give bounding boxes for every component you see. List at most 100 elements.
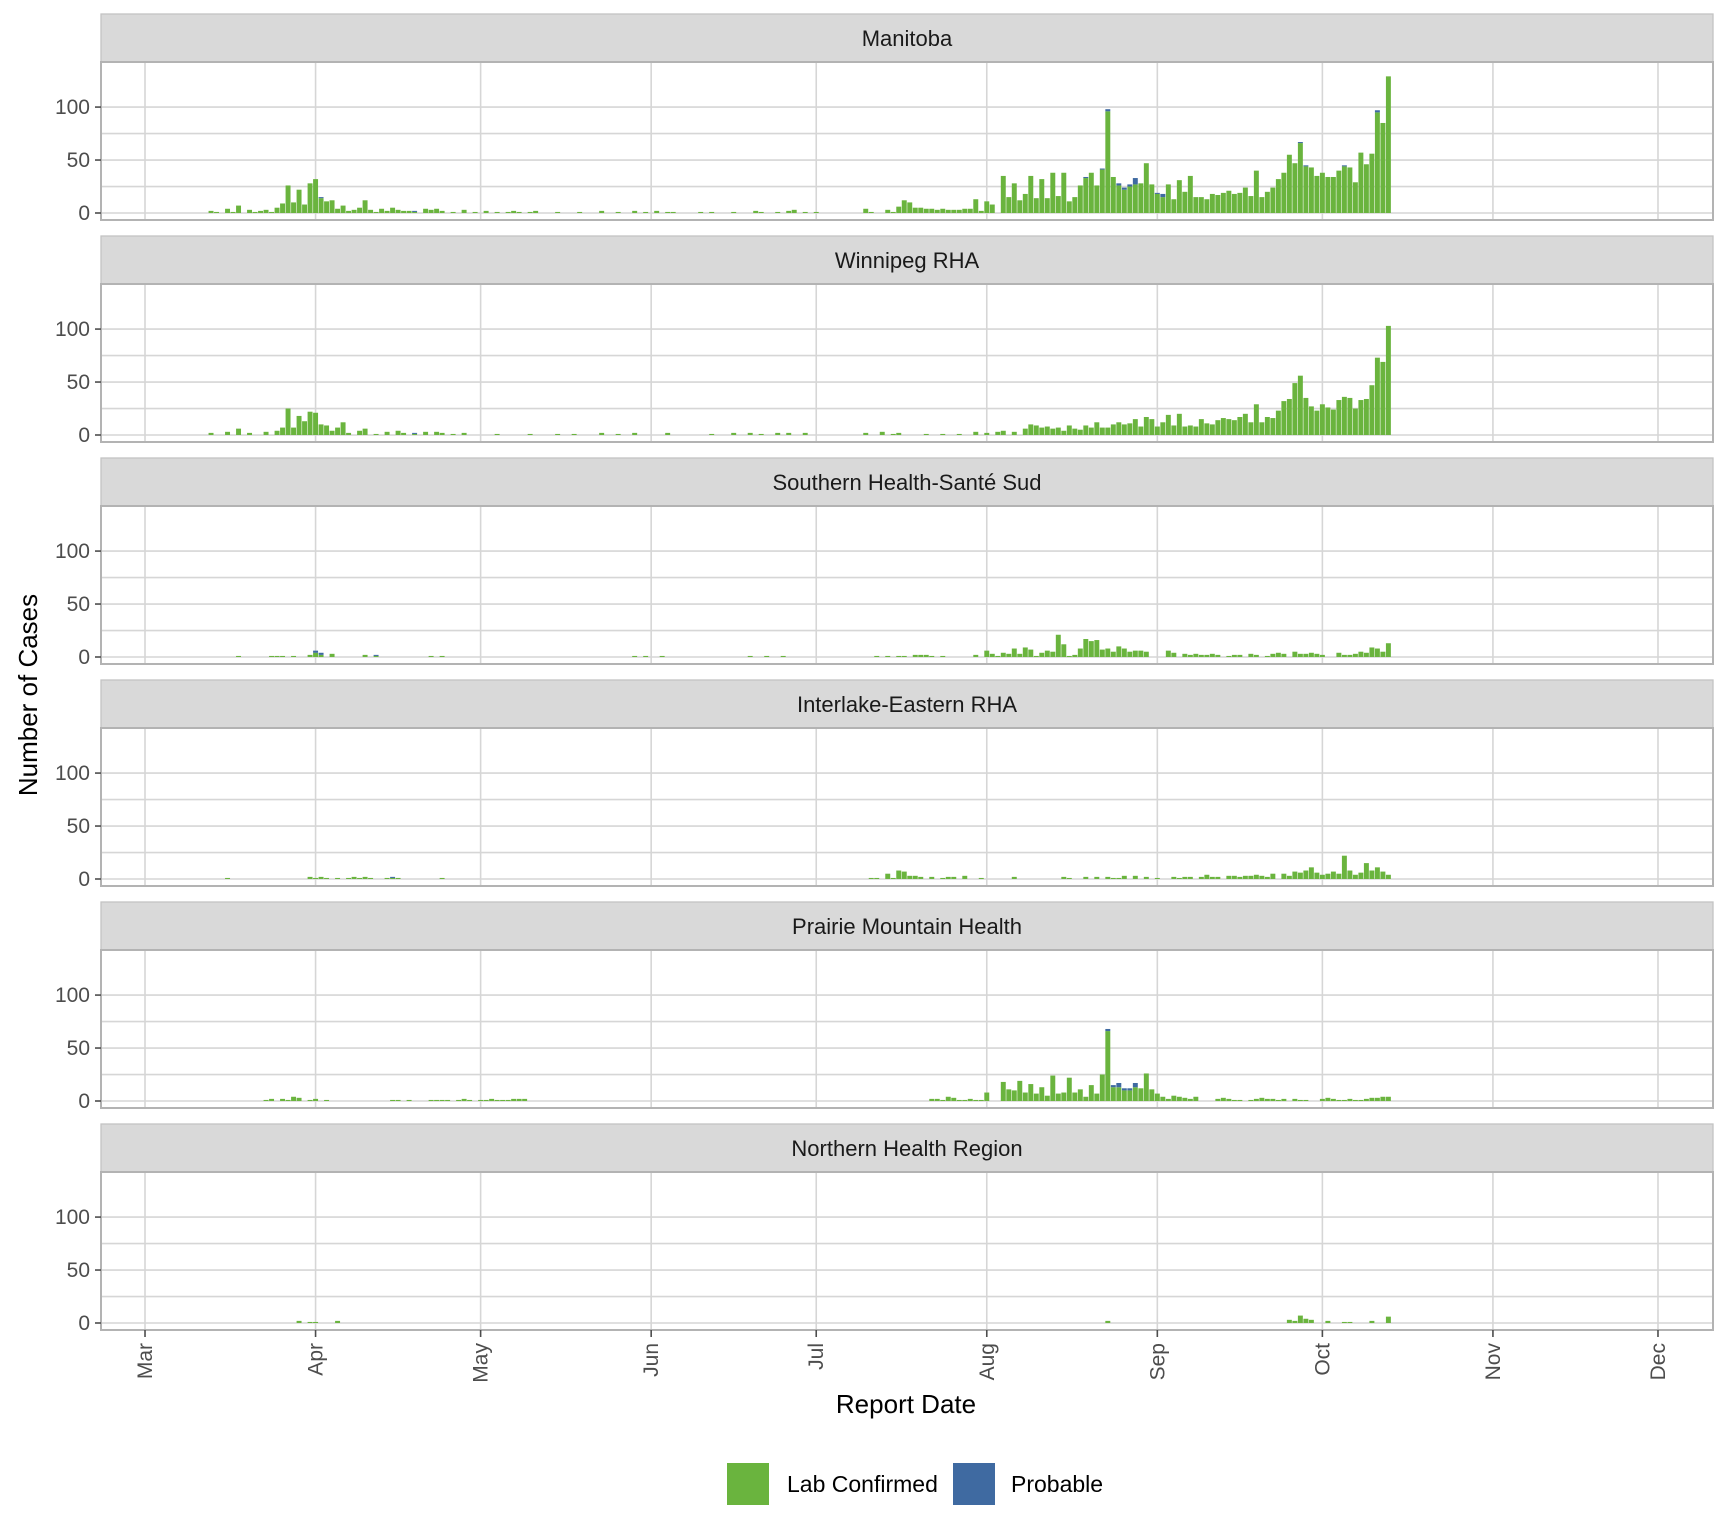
bar-lab-confirmed	[1083, 638, 1089, 657]
bar-lab-confirmed	[373, 211, 379, 213]
bar-lab-confirmed	[1000, 1081, 1006, 1101]
bar-lab-confirmed	[1292, 1098, 1298, 1101]
bar-lab-confirmed	[643, 211, 649, 213]
bar-lab-confirmed	[1198, 654, 1204, 657]
bar-lab-confirmed	[1165, 414, 1171, 435]
bar-lab-confirmed	[1143, 876, 1149, 879]
bar-lab-confirmed	[313, 412, 319, 435]
bar-lab-confirmed	[1215, 654, 1221, 657]
bar-lab-confirmed	[362, 200, 368, 213]
bar-lab-confirmed	[379, 208, 385, 213]
bar-lab-confirmed	[263, 431, 269, 435]
bar-lab-confirmed	[280, 427, 286, 435]
bar-lab-confirmed	[1105, 1320, 1111, 1323]
bar-lab-confirmed	[1369, 647, 1375, 657]
panel-background	[101, 728, 1713, 886]
bar-lab-confirmed	[1303, 1318, 1309, 1323]
bar-lab-confirmed	[1319, 654, 1325, 657]
bar-lab-confirmed	[313, 652, 319, 657]
bar-lab-confirmed	[384, 877, 390, 879]
bar-lab-confirmed	[335, 1320, 341, 1323]
bar-lab-confirmed	[1336, 1099, 1342, 1101]
bar-lab-confirmed	[346, 432, 352, 435]
bar-lab-confirmed	[577, 211, 583, 213]
bar-lab-confirmed	[945, 876, 951, 879]
bar-lab-confirmed	[269, 211, 275, 213]
bar-lab-confirmed	[1110, 1087, 1116, 1101]
y-tick-label: 50	[67, 149, 90, 172]
bar-lab-confirmed	[1099, 169, 1105, 213]
facet-strip	[100, 13, 1714, 63]
bar-lab-confirmed	[1314, 872, 1320, 879]
x-tick-label: Aug	[976, 1343, 999, 1380]
bar-lab-confirmed	[1292, 383, 1298, 435]
bar-lab-confirmed	[1363, 398, 1369, 435]
bar-lab-confirmed	[665, 432, 671, 435]
bar-lab-confirmed	[1330, 409, 1336, 435]
bar-probable	[1297, 142, 1303, 144]
bar-lab-confirmed	[1094, 876, 1100, 879]
bar-lab-confirmed	[1077, 429, 1083, 435]
bar-lab-confirmed	[1369, 385, 1375, 435]
bar-lab-confirmed	[472, 211, 478, 213]
facet-strip	[100, 235, 1714, 285]
bar-lab-confirmed	[907, 202, 913, 213]
bar-probable	[373, 654, 379, 656]
bar-lab-confirmed	[1121, 189, 1127, 213]
bar-lab-confirmed	[907, 875, 913, 879]
bar-lab-confirmed	[1281, 653, 1287, 657]
bar-lab-confirmed	[890, 877, 896, 879]
bar-lab-confirmed	[280, 655, 286, 657]
bar-lab-confirmed	[236, 428, 242, 435]
bar-lab-confirmed	[489, 1098, 495, 1101]
facet-panel: Interlake-Eastern RHA 0 50 100	[55, 679, 1714, 891]
bar-lab-confirmed	[1022, 193, 1028, 213]
facet-panel: Northern Health Region 0 50 100	[55, 1123, 1714, 1335]
bar-lab-confirmed	[1110, 877, 1116, 879]
bar-lab-confirmed	[412, 433, 418, 435]
bar-lab-confirmed	[1077, 1089, 1083, 1101]
bar-lab-confirmed	[313, 1098, 319, 1101]
bar-probable	[1132, 178, 1138, 185]
y-tick-label: 50	[67, 371, 90, 394]
bar-lab-confirmed	[1187, 425, 1193, 435]
bar-lab-confirmed	[1198, 876, 1204, 879]
bar-lab-confirmed	[1033, 198, 1039, 213]
bar-lab-confirmed	[346, 877, 352, 879]
bar-lab-confirmed	[1347, 654, 1353, 657]
bar-probable	[1099, 168, 1105, 170]
bar-lab-confirmed	[1297, 375, 1303, 435]
bar-lab-confirmed	[1358, 152, 1364, 213]
bar-lab-confirmed	[208, 432, 214, 435]
bar-lab-confirmed	[1176, 413, 1182, 435]
bar-lab-confirmed	[1171, 425, 1177, 435]
bar-lab-confirmed	[1347, 1098, 1353, 1101]
bar-lab-confirmed	[434, 208, 440, 213]
bar-probable	[412, 210, 418, 212]
bar-lab-confirmed	[984, 650, 990, 657]
bar-lab-confirmed	[1044, 198, 1050, 213]
facet-strip-label: Manitoba	[862, 26, 953, 51]
bar-lab-confirmed	[731, 211, 737, 213]
bar-lab-confirmed	[1325, 1320, 1331, 1323]
bar-lab-confirmed	[1264, 876, 1270, 879]
bar-lab-confirmed	[1281, 873, 1287, 879]
bar-lab-confirmed	[1237, 876, 1243, 879]
panel-border	[100, 283, 1714, 443]
bar-lab-confirmed	[874, 877, 880, 879]
bar-lab-confirmed	[1154, 877, 1160, 879]
bar-lab-confirmed	[1105, 111, 1111, 213]
panel-border	[100, 727, 1714, 887]
bar-lab-confirmed	[670, 211, 676, 213]
bar-lab-confirmed	[1297, 1099, 1303, 1101]
bar-lab-confirmed	[1171, 876, 1177, 879]
bar-lab-confirmed	[390, 207, 396, 213]
bar-lab-confirmed	[1028, 1084, 1034, 1101]
bar-probable	[1116, 183, 1122, 186]
bar-lab-confirmed	[318, 654, 324, 657]
bar-lab-confirmed	[1242, 875, 1248, 879]
bar-lab-confirmed	[274, 430, 280, 435]
facet-panel: Winnipeg RHA 0 50 100	[55, 235, 1714, 447]
bar-lab-confirmed	[247, 209, 253, 213]
